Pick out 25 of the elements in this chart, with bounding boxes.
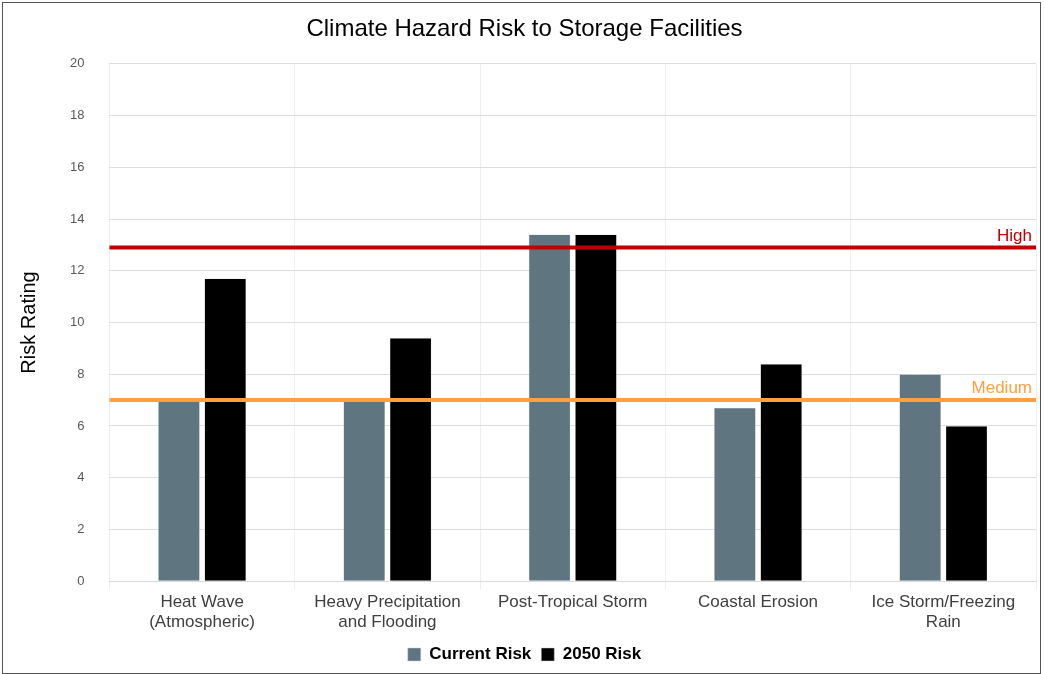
chart-title: Climate Hazard Risk to Storage Facilities bbox=[306, 14, 743, 42]
legend-label: Current Risk bbox=[429, 644, 532, 664]
y-tick-label: 0 bbox=[77, 572, 85, 588]
category-label: Post-Tropical Storm bbox=[497, 592, 648, 612]
y-tick-label: 20 bbox=[69, 55, 85, 71]
y-tick-label: 4 bbox=[77, 469, 85, 485]
y-tick-label: 18 bbox=[69, 107, 85, 123]
y-tick-label: 6 bbox=[77, 417, 85, 433]
ref-line-label: High bbox=[997, 225, 1032, 245]
y-tick-label: 16 bbox=[69, 158, 85, 174]
y-axis-title: Risk Rating bbox=[16, 271, 39, 374]
category-label: Heavy Precipitation bbox=[314, 592, 461, 612]
category-label: Rain bbox=[925, 612, 961, 632]
category-label: Coastal Erosion bbox=[698, 592, 819, 612]
ref-line-label: Medium bbox=[971, 378, 1032, 398]
category-label: Heat Wave bbox=[160, 592, 244, 612]
y-tick-label: 8 bbox=[77, 365, 85, 381]
y-tick-label: 14 bbox=[69, 210, 85, 226]
category-label: (Atmospheric) bbox=[149, 612, 256, 632]
y-tick-label: 10 bbox=[69, 314, 85, 330]
y-tick-label: 12 bbox=[69, 262, 85, 278]
category-label: and Flooding bbox=[338, 612, 437, 632]
y-tick-label: 2 bbox=[77, 521, 85, 537]
legend-label: 2050 Risk bbox=[562, 644, 642, 664]
category-label: Ice Storm/Freezing bbox=[871, 592, 1016, 612]
